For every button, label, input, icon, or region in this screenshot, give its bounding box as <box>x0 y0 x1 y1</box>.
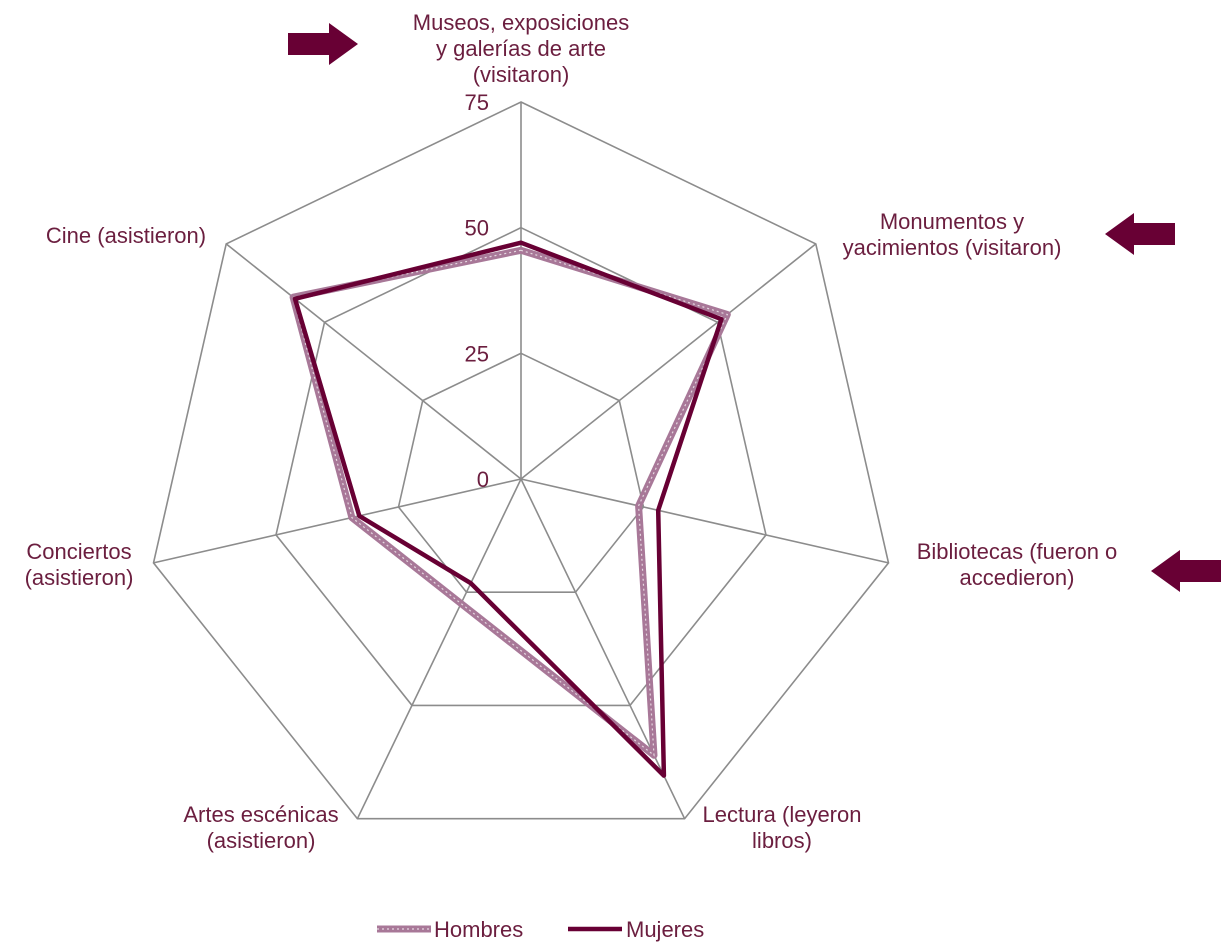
radar-spokes <box>153 102 889 820</box>
spoke-2 <box>520 478 889 564</box>
series-mujeres <box>292 240 724 778</box>
category-label-0: Museos, exposiciones y galerías de arte (v… <box>413 10 629 87</box>
legend-item-mujeres: Mujeres <box>568 917 704 942</box>
grid-ring-2 <box>275 226 767 707</box>
tick-label: 25 <box>465 341 489 366</box>
arrow-icon <box>1151 550 1221 592</box>
radar-grid <box>152 101 890 820</box>
tick-label: 50 <box>465 216 489 241</box>
legend: Hombres Mujeres <box>377 917 704 942</box>
legend-item-hombres: Hombres <box>377 917 523 942</box>
data-series <box>289 240 731 778</box>
category-label-5: Conciertos (asistieron) <box>25 539 134 590</box>
category-label-4: Artes escénicas (asistieron) <box>183 802 338 853</box>
category-label-1: Monumentos y yacimientos (visitaron) <box>843 209 1062 260</box>
spoke-5 <box>153 478 522 564</box>
category-label-3: Lectura (leyeron libros) <box>703 802 862 853</box>
radial-tick-labels: 0 25 50 75 <box>465 90 489 492</box>
tick-label: 0 <box>477 467 489 492</box>
grid-ring-3 <box>152 101 890 820</box>
spoke-3 <box>520 478 686 820</box>
spoke-6 <box>225 243 522 480</box>
grid-ring-1 <box>397 352 645 594</box>
arrow-icon <box>288 23 358 65</box>
legend-label: Hombres <box>434 917 523 942</box>
series-line <box>292 240 724 778</box>
arrow-icon <box>1105 213 1175 255</box>
category-label-2: Bibliotecas (fueron o accedieron) <box>917 539 1118 590</box>
tick-label: 75 <box>465 90 489 115</box>
spoke-1 <box>520 243 817 480</box>
spoke-4 <box>356 478 522 820</box>
legend-label: Mujeres <box>626 917 704 942</box>
highlight-arrows <box>288 23 1221 592</box>
category-labels: Museos, exposiciones y galerías de arte (v… <box>25 10 1118 853</box>
category-label-6: Cine (asistieron) <box>46 223 206 248</box>
